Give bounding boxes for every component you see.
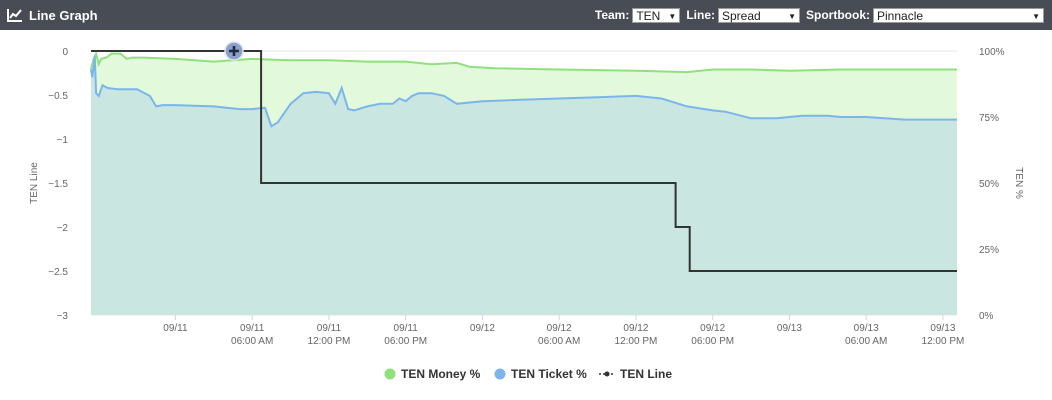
dropdown-arrow-icon: ▼ [788,11,796,21]
x-tick-label: 09/11 [240,323,265,334]
dropdown-arrow-icon: ▼ [668,11,677,21]
series-line-ten-line [91,50,957,272]
line-chart-icon [7,9,22,22]
y-left-tick-label: −2 [57,223,69,234]
y-left-tick-label: −1 [57,135,69,146]
y-left-tick-label: −1.5 [48,179,68,190]
x-tick-label: 09/11 [394,323,419,334]
x-tick-label-time: 12:00 PM [615,336,658,347]
y-left-tick-label: −0.5 [48,91,68,102]
x-tick-label-time: 12:00 PM [922,336,965,347]
y-right-tick-label: 100% [979,47,1005,58]
x-tick-label: 09/13 [854,323,879,334]
x-tick-label: 09/13 [930,323,955,334]
x-tick-label: 09/12 [700,323,725,334]
y-left-tick-label: −3 [57,311,69,322]
y-right-tick-label: 25% [979,245,999,256]
team-select-value: TEN [636,8,661,23]
chart-header: Line Graph Team: TEN ▼ Line: Spread ▼ Sp… [0,0,1052,30]
legend-item-label: TEN Money % [401,367,481,381]
x-tick-label-time: 12:00 PM [308,336,351,347]
sportsbook-select-value: Pinnacle [877,8,924,23]
team-label: Team: [594,8,630,22]
x-tick-label: 09/12 [547,323,572,334]
line-chart: 0 −0.5 −1 −1.5 −2 −2.5 −3 100% 75% 50% 25% 0% TEN Li… [29,41,1024,381]
plus-icon [229,46,239,56]
dropdown-arrow-icon: ▼ [1032,11,1040,21]
team-select[interactable]: TEN ▼ [632,7,681,23]
y-left-axis-title: TEN Line [29,162,40,204]
y-right-tick-label: 50% [979,179,999,190]
y-left-tick-label: −2.5 [48,267,68,278]
sportsbook-select[interactable]: Pinnacle ▼ [873,7,1044,23]
series-line-money [90,50,957,74]
x-tick-label-time: 06:00 PM [384,336,427,347]
x-tick-label-time: 06:00 AM [845,336,887,347]
legend-marker [604,371,610,377]
y-right-tick-label: 75% [979,113,999,124]
chart-title-wrap: Line Graph [7,8,98,23]
ticket-area [91,56,957,316]
y-left-tick-label: 0 [62,47,68,58]
x-tick-label: 09/12 [623,323,648,334]
x-tick-label-time: 06:00 AM [538,336,580,347]
x-tick-label-time: 06:00 AM [231,336,273,347]
y-right-axis-title: TEN % [1013,167,1024,199]
x-tick-label: 09/11 [163,323,188,334]
sportsbook-label: Sportbook: [806,8,870,22]
chart-controls: Team: TEN ▼ Line: Spread ▼ Sportbook: Pi… [589,0,1044,30]
legend-item-label: TEN Line [620,367,672,381]
series-line-ticket [90,56,957,128]
legend-item-label: TEN Ticket % [511,367,587,381]
x-tick-label: 09/11 [317,323,342,334]
x-tick-label: 09/13 [777,323,802,334]
line-select-value: Spread [722,8,761,23]
x-tick-label: 09/12 [470,323,495,334]
x-tick-label-time: 06:00 PM [691,336,734,347]
legend-marker [384,368,396,380]
line-label: Line: [686,8,715,22]
y-right-tick-label: 0% [979,311,994,322]
legend-marker [494,368,506,380]
chart-title: Line Graph [29,7,98,23]
line-select[interactable]: Spread ▼ [718,7,800,23]
